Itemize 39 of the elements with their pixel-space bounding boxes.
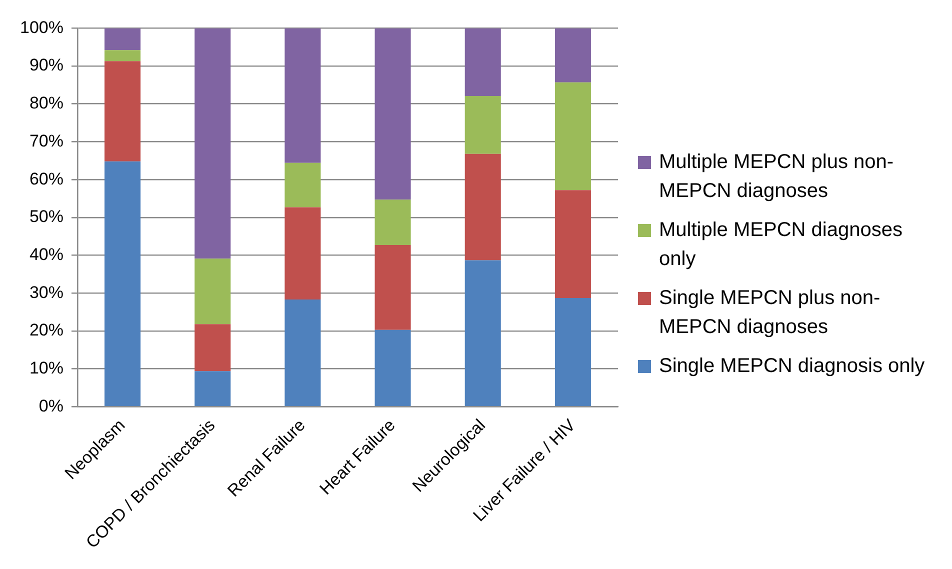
bar: [374, 329, 411, 406]
bar: [284, 28, 321, 162]
bar: [464, 260, 501, 406]
bar: [554, 190, 591, 298]
bar: [284, 299, 321, 406]
bar: [104, 28, 141, 50]
y-tick-label: 100%: [20, 17, 64, 36]
bar: [194, 324, 231, 371]
y-tick-label: 20%: [29, 320, 64, 340]
bar: [554, 298, 591, 406]
y-tick-label: 30%: [29, 282, 64, 302]
bar: [284, 206, 321, 300]
bar: [104, 60, 141, 161]
bar: [194, 258, 231, 324]
bar: [464, 95, 501, 154]
bar: [194, 28, 231, 258]
bar: [104, 160, 141, 406]
bar: [284, 162, 321, 207]
legend-label: Single MEPCN diagnosis only: [659, 354, 925, 379]
bar: [464, 153, 501, 260]
y-tick-label: 50%: [29, 206, 64, 226]
bar: [554, 28, 591, 82]
y-tick-label: 0%: [38, 396, 64, 415]
bar: [554, 82, 591, 190]
legend-label: Single MEPCN plus non-MEPCN diagnoses: [659, 286, 882, 340]
legend-label: Multiple MEPCN diagnoses only: [659, 218, 904, 272]
y-tick-label: 90%: [29, 55, 64, 74]
y-tick-label: 40%: [29, 244, 64, 264]
legend-label: Multiple MEPCN plus non-MEPCN diagnoses: [659, 150, 895, 204]
bar: [464, 28, 501, 96]
y-tick-label: 70%: [29, 130, 64, 150]
bar: [374, 199, 411, 245]
bar: [194, 370, 231, 406]
bar: [374, 28, 411, 200]
bar: [104, 50, 141, 61]
y-tick-label: 10%: [29, 358, 64, 377]
y-tick-label: 80%: [29, 93, 64, 112]
y-tick-label: 60%: [29, 168, 64, 188]
bar: [374, 244, 411, 330]
